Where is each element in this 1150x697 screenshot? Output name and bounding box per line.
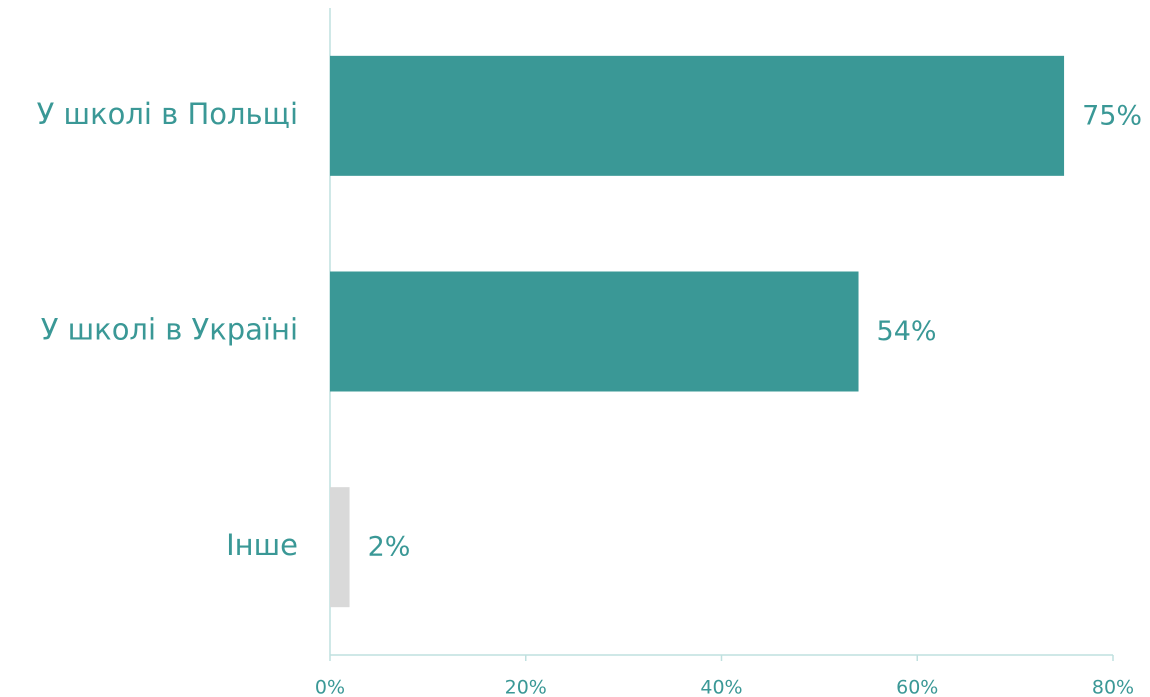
y-tick-label: У школі в Польщі	[37, 97, 298, 131]
value-label: 54%	[877, 316, 937, 347]
x-tick-label: 40%	[700, 677, 742, 697]
bar	[330, 487, 350, 608]
x-tick-label: 80%	[1092, 677, 1134, 697]
y-tick-label: Інше	[226, 528, 298, 562]
x-tick-label: 60%	[896, 677, 938, 697]
value-label: 75%	[1082, 100, 1142, 131]
value-label: 2%	[368, 532, 411, 563]
y-tick-label: У школі в Україні	[41, 313, 298, 347]
bar	[330, 271, 859, 392]
bar	[330, 55, 1065, 176]
x-tick-label: 20%	[505, 677, 547, 697]
x-tick-label: 0%	[315, 677, 345, 697]
